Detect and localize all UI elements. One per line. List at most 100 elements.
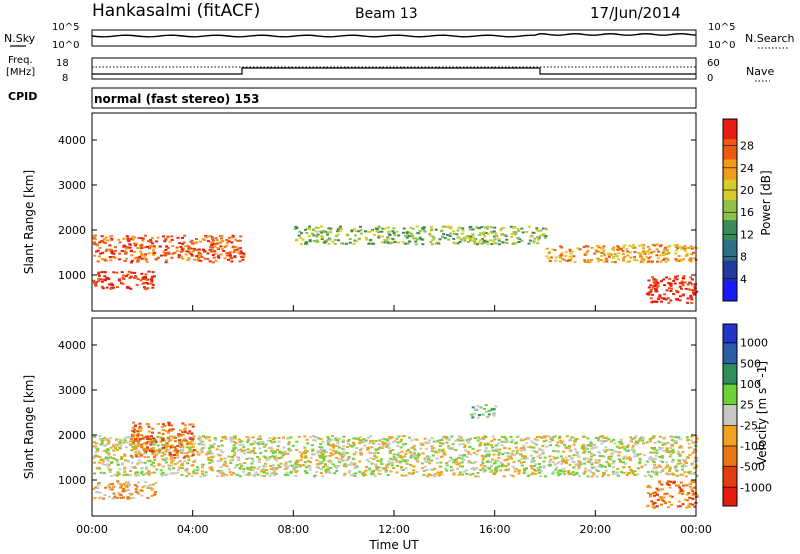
power-cell	[346, 234, 350, 237]
power-cell	[568, 259, 572, 262]
velocity-cell	[209, 466, 213, 469]
velocity-cell	[282, 436, 285, 439]
power-cell	[675, 289, 678, 292]
velocity-cell	[106, 458, 110, 461]
power-cell	[386, 231, 390, 234]
velocity-cell	[378, 473, 382, 475]
velocity-cell	[234, 446, 238, 449]
velocity-cell	[590, 453, 594, 455]
power-cell	[135, 284, 139, 287]
velocity-colorbar-tick-label: -500	[740, 461, 765, 474]
velocity-cell	[193, 468, 197, 471]
velocity-cell	[654, 470, 658, 473]
velocity-cell	[627, 471, 631, 474]
power-cell	[478, 234, 482, 237]
velocity-cell	[421, 452, 425, 455]
power-cell	[675, 278, 679, 281]
velocity-cell	[368, 451, 372, 454]
power-cell	[118, 252, 122, 255]
velocity-cell	[208, 459, 212, 461]
power-cell	[397, 234, 401, 237]
velocity-cell	[325, 451, 328, 454]
velocity-cell	[440, 473, 444, 476]
velocity-cell	[150, 494, 154, 497]
power-cell	[432, 237, 436, 240]
velocity-cell	[605, 439, 609, 442]
velocity-cell	[160, 439, 164, 442]
power-cell	[190, 254, 194, 257]
velocity-cell	[465, 473, 469, 475]
velocity-cell	[118, 442, 122, 444]
power-cell	[359, 225, 362, 228]
velocity-cell	[322, 459, 326, 462]
power-cell	[297, 234, 301, 237]
power-cell	[631, 245, 635, 248]
power-cell	[639, 260, 643, 263]
velocity-cell	[682, 463, 686, 466]
velocity-cell	[583, 458, 587, 461]
velocity-cell	[93, 472, 97, 475]
velocity-cell	[329, 461, 333, 464]
velocity-cell	[688, 482, 692, 485]
power-cell	[138, 257, 142, 260]
power-colorbar-tick-label: 20	[740, 184, 754, 197]
velocity-cell	[479, 464, 483, 467]
velocity-cell	[572, 454, 576, 457]
power-cell	[134, 275, 137, 277]
power-cell	[125, 235, 129, 238]
velocity-cell	[427, 439, 431, 442]
velocity-cell	[659, 459, 663, 462]
power-cell	[543, 236, 547, 239]
power-cell	[653, 280, 657, 283]
velocity-cell	[514, 468, 518, 470]
velocity-cell	[692, 472, 696, 475]
velocity-cell	[642, 454, 646, 456]
velocity-cell	[140, 470, 144, 473]
power-colorbar-label: Power [dB]	[759, 170, 773, 235]
velocity-cell	[333, 472, 337, 475]
velocity-cell	[170, 429, 174, 432]
power-cell	[104, 236, 108, 239]
power-ytick-label: 1000	[58, 269, 86, 282]
velocity-cell	[538, 454, 542, 457]
power-cell	[168, 240, 172, 243]
power-cell	[600, 252, 604, 254]
power-cell	[319, 230, 323, 233]
velocity-cell	[155, 468, 159, 471]
power-cell	[589, 260, 593, 263]
velocity-cell	[179, 450, 183, 453]
velocity-cell	[191, 450, 195, 453]
velocity-cell	[590, 475, 594, 478]
velocity-cell	[620, 471, 624, 474]
velocity-cell	[145, 472, 149, 475]
power-cell	[208, 235, 212, 237]
power-cell	[238, 260, 242, 263]
velocity-cell	[175, 451, 179, 454]
power-cell	[641, 258, 645, 261]
velocity-cell	[597, 451, 601, 454]
power-cell	[600, 255, 604, 257]
velocity-cell	[646, 492, 650, 494]
velocity-cell	[270, 441, 274, 444]
power-cell	[127, 239, 131, 242]
velocity-cell	[465, 438, 469, 441]
power-cell	[228, 251, 232, 253]
velocity-cell	[665, 481, 669, 484]
velocity-cell	[592, 472, 596, 475]
velocity-cell	[119, 494, 123, 497]
velocity-cell	[124, 446, 128, 449]
velocity-cell	[683, 483, 687, 486]
velocity-cell	[316, 449, 320, 452]
velocity-cell	[629, 436, 633, 439]
velocity-cell	[367, 467, 371, 470]
velocity-cell	[108, 471, 112, 473]
power-cell	[491, 231, 494, 234]
velocity-cell	[298, 465, 302, 468]
velocity-cell	[492, 408, 496, 411]
velocity-cell	[332, 446, 336, 449]
velocity-cell	[372, 442, 376, 445]
velocity-cell	[479, 469, 483, 472]
power-cell	[497, 238, 501, 241]
power-cell	[667, 252, 671, 255]
power-cell	[474, 243, 478, 246]
